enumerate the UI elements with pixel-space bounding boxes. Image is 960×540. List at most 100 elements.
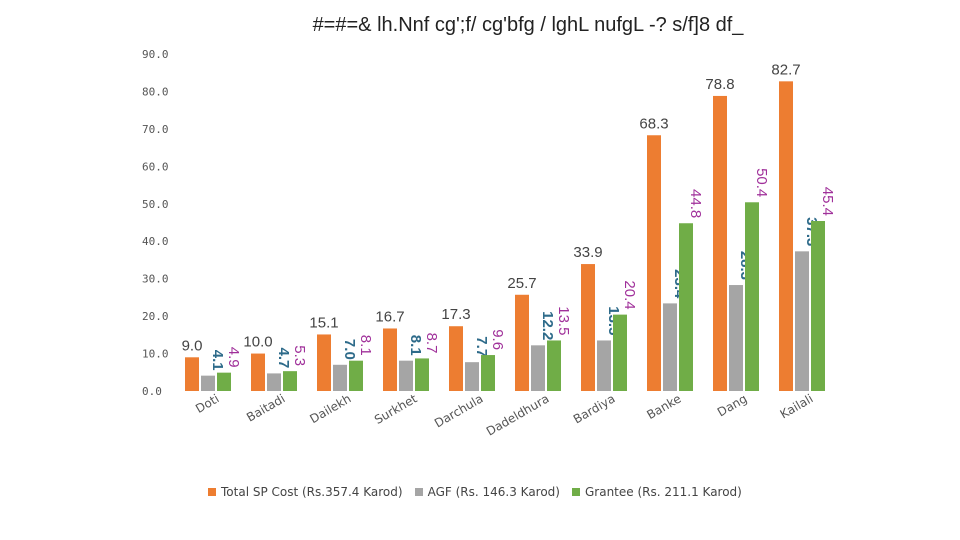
y-tick-label: 50.0 — [142, 198, 169, 211]
bar-group-bardiya: 33.913.520.4 — [573, 244, 638, 391]
x-category-label: Doti — [193, 391, 221, 415]
bar-total-sp-cost — [581, 264, 595, 391]
legend-swatch-green — [571, 488, 580, 496]
bar-agf — [465, 362, 479, 391]
bar-total-sp-cost — [713, 95, 727, 391]
bar-total-sp-cost — [185, 357, 199, 391]
x-category-label: Dang — [715, 391, 750, 419]
bar-grantee — [547, 340, 561, 391]
data-label-total-sp-cost: 17.3 — [441, 306, 470, 323]
data-label-grantee: 50.4 — [753, 168, 770, 197]
x-category-label: Darchula — [432, 391, 486, 430]
bar-grantee — [415, 358, 429, 391]
data-label-total-sp-cost: 15.1 — [309, 314, 338, 331]
bar-grantee — [481, 355, 495, 391]
bar-group-dadeldhura: 25.7 12.2 13.5 — [507, 275, 572, 391]
data-label-total-sp-cost: 16.7 — [375, 308, 404, 325]
y-tick-label: 10.0 — [142, 348, 169, 361]
data-label-grantee: 9.6 — [489, 329, 506, 350]
x-category-label: Baitadi — [244, 391, 287, 424]
data-label-grantee: 44.8 — [687, 189, 704, 218]
bar-group-surkhet: 16.78.1 8.7 — [375, 308, 440, 391]
y-tick-label: 20.0 — [142, 310, 169, 323]
x-category-label: Surkhet — [372, 391, 420, 427]
y-tick-label: 60.0 — [142, 160, 169, 173]
data-label-total-sp-cost: 78.8 — [705, 76, 734, 93]
data-label-total-sp-cost: 82.7 — [771, 61, 800, 78]
data-label-grantee: 20.4 — [621, 280, 638, 309]
x-category-label: Bardiya — [571, 391, 618, 426]
bar-grantee — [283, 371, 297, 391]
legend-item-total-sp-cost: Total SP Cost (Rs.357.4 Karod) — [208, 485, 403, 499]
legend-label: AGF (Rs. 146.3 Karod) — [427, 485, 560, 499]
y-axis: 0.0 10.0 20.0 30.0 40.0 50.0 60.0 70.0 80.0 90.0 — [142, 48, 169, 398]
data-label-total-sp-cost: 10.0 — [243, 334, 272, 351]
bar-grantee — [745, 202, 759, 391]
bar-agf — [267, 373, 281, 391]
bar-grantee — [613, 314, 627, 391]
bar-groups: 9.04.1 4.910.04.7 5.315.17.0 8.116.78.1 8.71… — [182, 61, 836, 391]
bar-grantee — [811, 221, 825, 391]
legend-item-grantee: Grantee (Rs. 211.1 Karod) — [571, 485, 742, 499]
y-tick-label: 90.0 — [142, 48, 169, 61]
bar-agf — [201, 375, 215, 391]
data-label-grantee: 45.4 — [819, 187, 836, 216]
x-axis-categories: Doti Baitadi Dailekh Surkhet DarchulaDadeldh… — [193, 391, 815, 438]
data-label-grantee: 13.5 — [555, 306, 572, 335]
data-label-total-sp-cost: 68.3 — [639, 115, 668, 132]
data-label-grantee: 4.9 — [225, 347, 242, 368]
data-label-grantee: 5.3 — [291, 345, 308, 366]
y-tick-label: 80.0 — [142, 85, 169, 98]
x-category-label: Dadeldhura — [484, 391, 552, 438]
bar-agf — [531, 345, 545, 391]
x-category-label: Dailekh — [307, 391, 353, 426]
bar-agf — [663, 303, 677, 391]
data-label-agf: 7.0 — [341, 339, 358, 360]
data-label-grantee: 8.1 — [357, 335, 374, 356]
y-tick-label: 40.0 — [142, 235, 169, 248]
data-label-total-sp-cost: 25.7 — [507, 275, 536, 292]
bar-total-sp-cost — [647, 135, 661, 391]
x-category-label: Kailali — [778, 391, 816, 421]
data-label-grantee: 8.7 — [423, 333, 440, 354]
chart-title: #=#=& lh.Nnf cg';f/ cg'bfg / lghL nufgL … — [312, 14, 744, 36]
bar-total-sp-cost — [317, 334, 331, 391]
data-label-total-sp-cost: 33.9 — [573, 244, 602, 261]
bar-grantee — [679, 223, 693, 391]
bar-group-dang: 78.828.350.4 — [705, 76, 770, 391]
legend: Total SP Cost (Rs.357.4 Karod) AGF (Rs. … — [208, 482, 742, 502]
legend-label: Total SP Cost (Rs.357.4 Karod) — [221, 485, 403, 499]
bar-grantee — [349, 360, 363, 391]
bar-grantee — [217, 372, 231, 391]
legend-swatch-orange — [208, 488, 216, 496]
bar-group-banke: 68.323.444.8 — [639, 115, 704, 391]
bar-agf — [333, 364, 347, 391]
data-label-agf: 8.1 — [407, 335, 424, 356]
x-category-label: Banke — [644, 391, 683, 422]
bar-total-sp-cost — [449, 326, 463, 391]
data-label-agf: 4.7 — [275, 348, 292, 369]
data-label-agf: 7.7 — [473, 336, 490, 357]
bar-group-baitadi: 10.04.7 5.3 — [243, 334, 308, 391]
bar-group-dailekh: 15.17.0 8.1 — [309, 314, 374, 391]
bar-group-kailali: 82.737.345.4 — [771, 61, 836, 391]
bar-group-darchula: 17.37.7 9.6 — [441, 306, 506, 391]
legend-swatch-gray — [414, 488, 423, 496]
data-label-total-sp-cost: 9.0 — [182, 337, 203, 354]
legend-item-agf: AGF (Rs. 146.3 Karod) — [414, 485, 560, 499]
bar-agf — [795, 251, 809, 391]
bar-agf — [399, 360, 413, 391]
bar-total-sp-cost — [383, 328, 397, 391]
data-label-agf: 12.2 — [539, 311, 556, 340]
bar-agf — [597, 340, 611, 391]
y-tick-label: 70.0 — [142, 123, 169, 136]
bar-total-sp-cost — [515, 294, 529, 391]
legend-label: Grantee (Rs. 211.1 Karod) — [584, 485, 742, 499]
y-tick-label: 0.0 — [142, 385, 162, 398]
bar-total-sp-cost — [251, 353, 265, 391]
bar-total-sp-cost — [779, 81, 793, 391]
y-tick-label: 30.0 — [142, 273, 169, 286]
bar-agf — [729, 285, 743, 391]
data-label-agf: 4.1 — [209, 350, 226, 371]
